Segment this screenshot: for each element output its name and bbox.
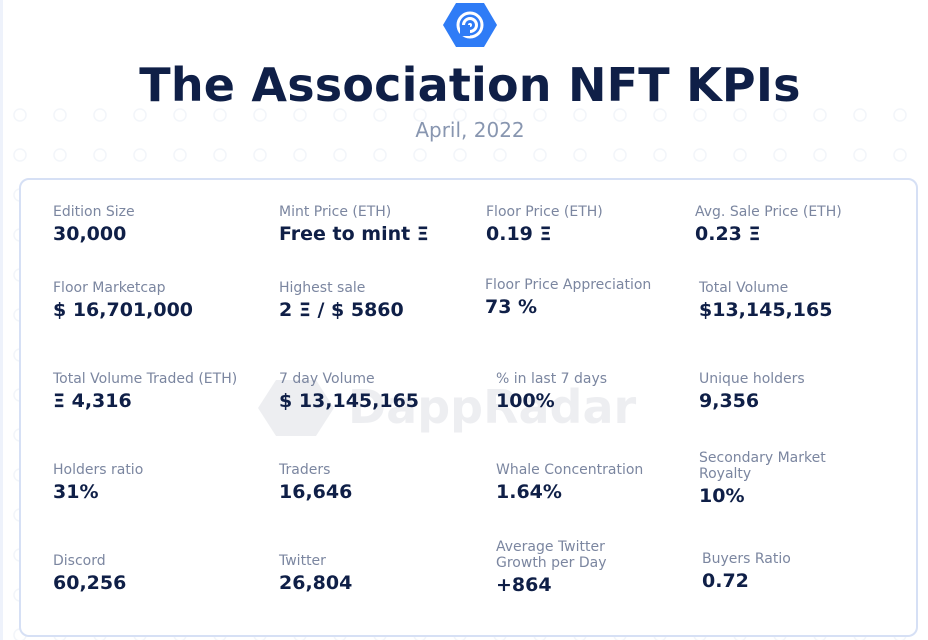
kpi-label: 7 day Volume <box>279 371 375 387</box>
kpi-label: Floor Price (ETH) <box>486 204 603 220</box>
kpi-label: Floor Marketcap <box>53 280 166 296</box>
page-title: The Association NFT KPIs <box>139 58 801 112</box>
kpi-floor-price-appreciation: Floor Price Appreciation 73 % <box>485 277 651 318</box>
kpi-value: $13,145,165 <box>699 299 833 321</box>
kpi-label: Mint Price (ETH) <box>279 204 392 220</box>
kpi-label: Discord <box>53 553 106 569</box>
kpi-buyers-ratio: Buyers Ratio 0.72 <box>702 551 791 592</box>
kpi-average-twitter-growth: Average Twitter Growth per Day +864 <box>496 539 656 596</box>
kpi-label: Highest sale <box>279 280 366 296</box>
kpi-holders-ratio: Holders ratio 31% <box>53 462 143 503</box>
kpi-label: Total Volume Traded (ETH) <box>53 371 238 387</box>
page-subtitle: April, 2022 <box>415 118 525 142</box>
kpi-label: Total Volume <box>699 280 789 296</box>
kpi-label: Whale Concentration <box>496 462 644 478</box>
kpi-label: Floor Price Appreciation <box>485 277 652 293</box>
kpi-label: Holders ratio <box>53 462 144 478</box>
kpi-value: 0.19 Ξ <box>486 223 552 245</box>
kpi-highest-sale: Highest sale 2 Ξ / $ 5860 <box>279 280 404 321</box>
kpi-unique-holders: Unique holders 9,356 <box>699 371 805 412</box>
kpi-total-volume-traded: Total Volume Traded (ETH) Ξ 4,316 <box>53 371 237 412</box>
kpi-value: 2 Ξ / $ 5860 <box>279 299 404 321</box>
kpi-value: 31% <box>53 481 99 503</box>
kpi-floor-marketcap: Floor Marketcap $ 16,701,000 <box>53 280 193 321</box>
kpi-value: 16,646 <box>279 481 353 503</box>
kpi-value: $ 16,701,000 <box>53 299 194 321</box>
kpi-value: 30,000 <box>53 223 127 245</box>
kpi-label: Edition Size <box>53 204 135 220</box>
kpi-secondary-market-royalty: Secondary Market Royalty 10% <box>699 450 859 507</box>
kpi-value: 10% <box>699 485 745 507</box>
kpi-label: Secondary Market Royalty <box>699 450 826 482</box>
kpi-value: Free to mint Ξ <box>279 223 429 245</box>
kpi-value: 100% <box>496 390 555 412</box>
kpi-value: Ξ 4,316 <box>53 390 132 412</box>
kpi-traders: Traders 16,646 <box>279 462 352 503</box>
dappradar-logo-icon <box>443 3 497 47</box>
kpi-value: 9,356 <box>699 390 760 412</box>
kpi-total-volume: Total Volume $13,145,165 <box>699 280 832 321</box>
kpi-7-day-volume: 7 day Volume $ 13,145,165 <box>279 371 419 412</box>
kpi-value: 60,256 <box>53 572 127 594</box>
kpi-whale-concentration: Whale Concentration 1.64% <box>496 462 643 503</box>
kpi-value: 1.64% <box>496 481 562 503</box>
kpi-label: Average Twitter Growth per Day <box>496 539 607 571</box>
kpi-label: % in last 7 days <box>496 371 608 387</box>
kpi-value: 26,804 <box>279 572 353 594</box>
kpi-value: 0.23 Ξ <box>695 223 761 245</box>
kpi-label: Traders <box>279 462 331 478</box>
kpi-value: 73 % <box>485 296 538 318</box>
kpi-edition-size: Edition Size 30,000 <box>53 204 135 245</box>
kpi-card <box>19 178 918 637</box>
kpi-mint-price: Mint Price (ETH) Free to mint Ξ <box>279 204 429 245</box>
kpi-value: 0.72 <box>702 570 749 592</box>
kpi-label: Twitter <box>279 553 326 569</box>
kpi-avg-sale-price: Avg. Sale Price (ETH) 0.23 Ξ <box>695 204 842 245</box>
kpi-percent-last-7-days: % in last 7 days 100% <box>496 371 607 412</box>
kpi-label: Avg. Sale Price (ETH) <box>695 204 842 220</box>
kpi-value: +864 <box>496 574 552 596</box>
kpi-discord: Discord 60,256 <box>53 553 126 594</box>
kpi-twitter: Twitter 26,804 <box>279 553 352 594</box>
kpi-label: Unique holders <box>699 371 805 387</box>
kpi-value: $ 13,145,165 <box>279 390 420 412</box>
kpi-label: Buyers Ratio <box>702 551 791 567</box>
kpi-floor-price: Floor Price (ETH) 0.19 Ξ <box>486 204 603 245</box>
